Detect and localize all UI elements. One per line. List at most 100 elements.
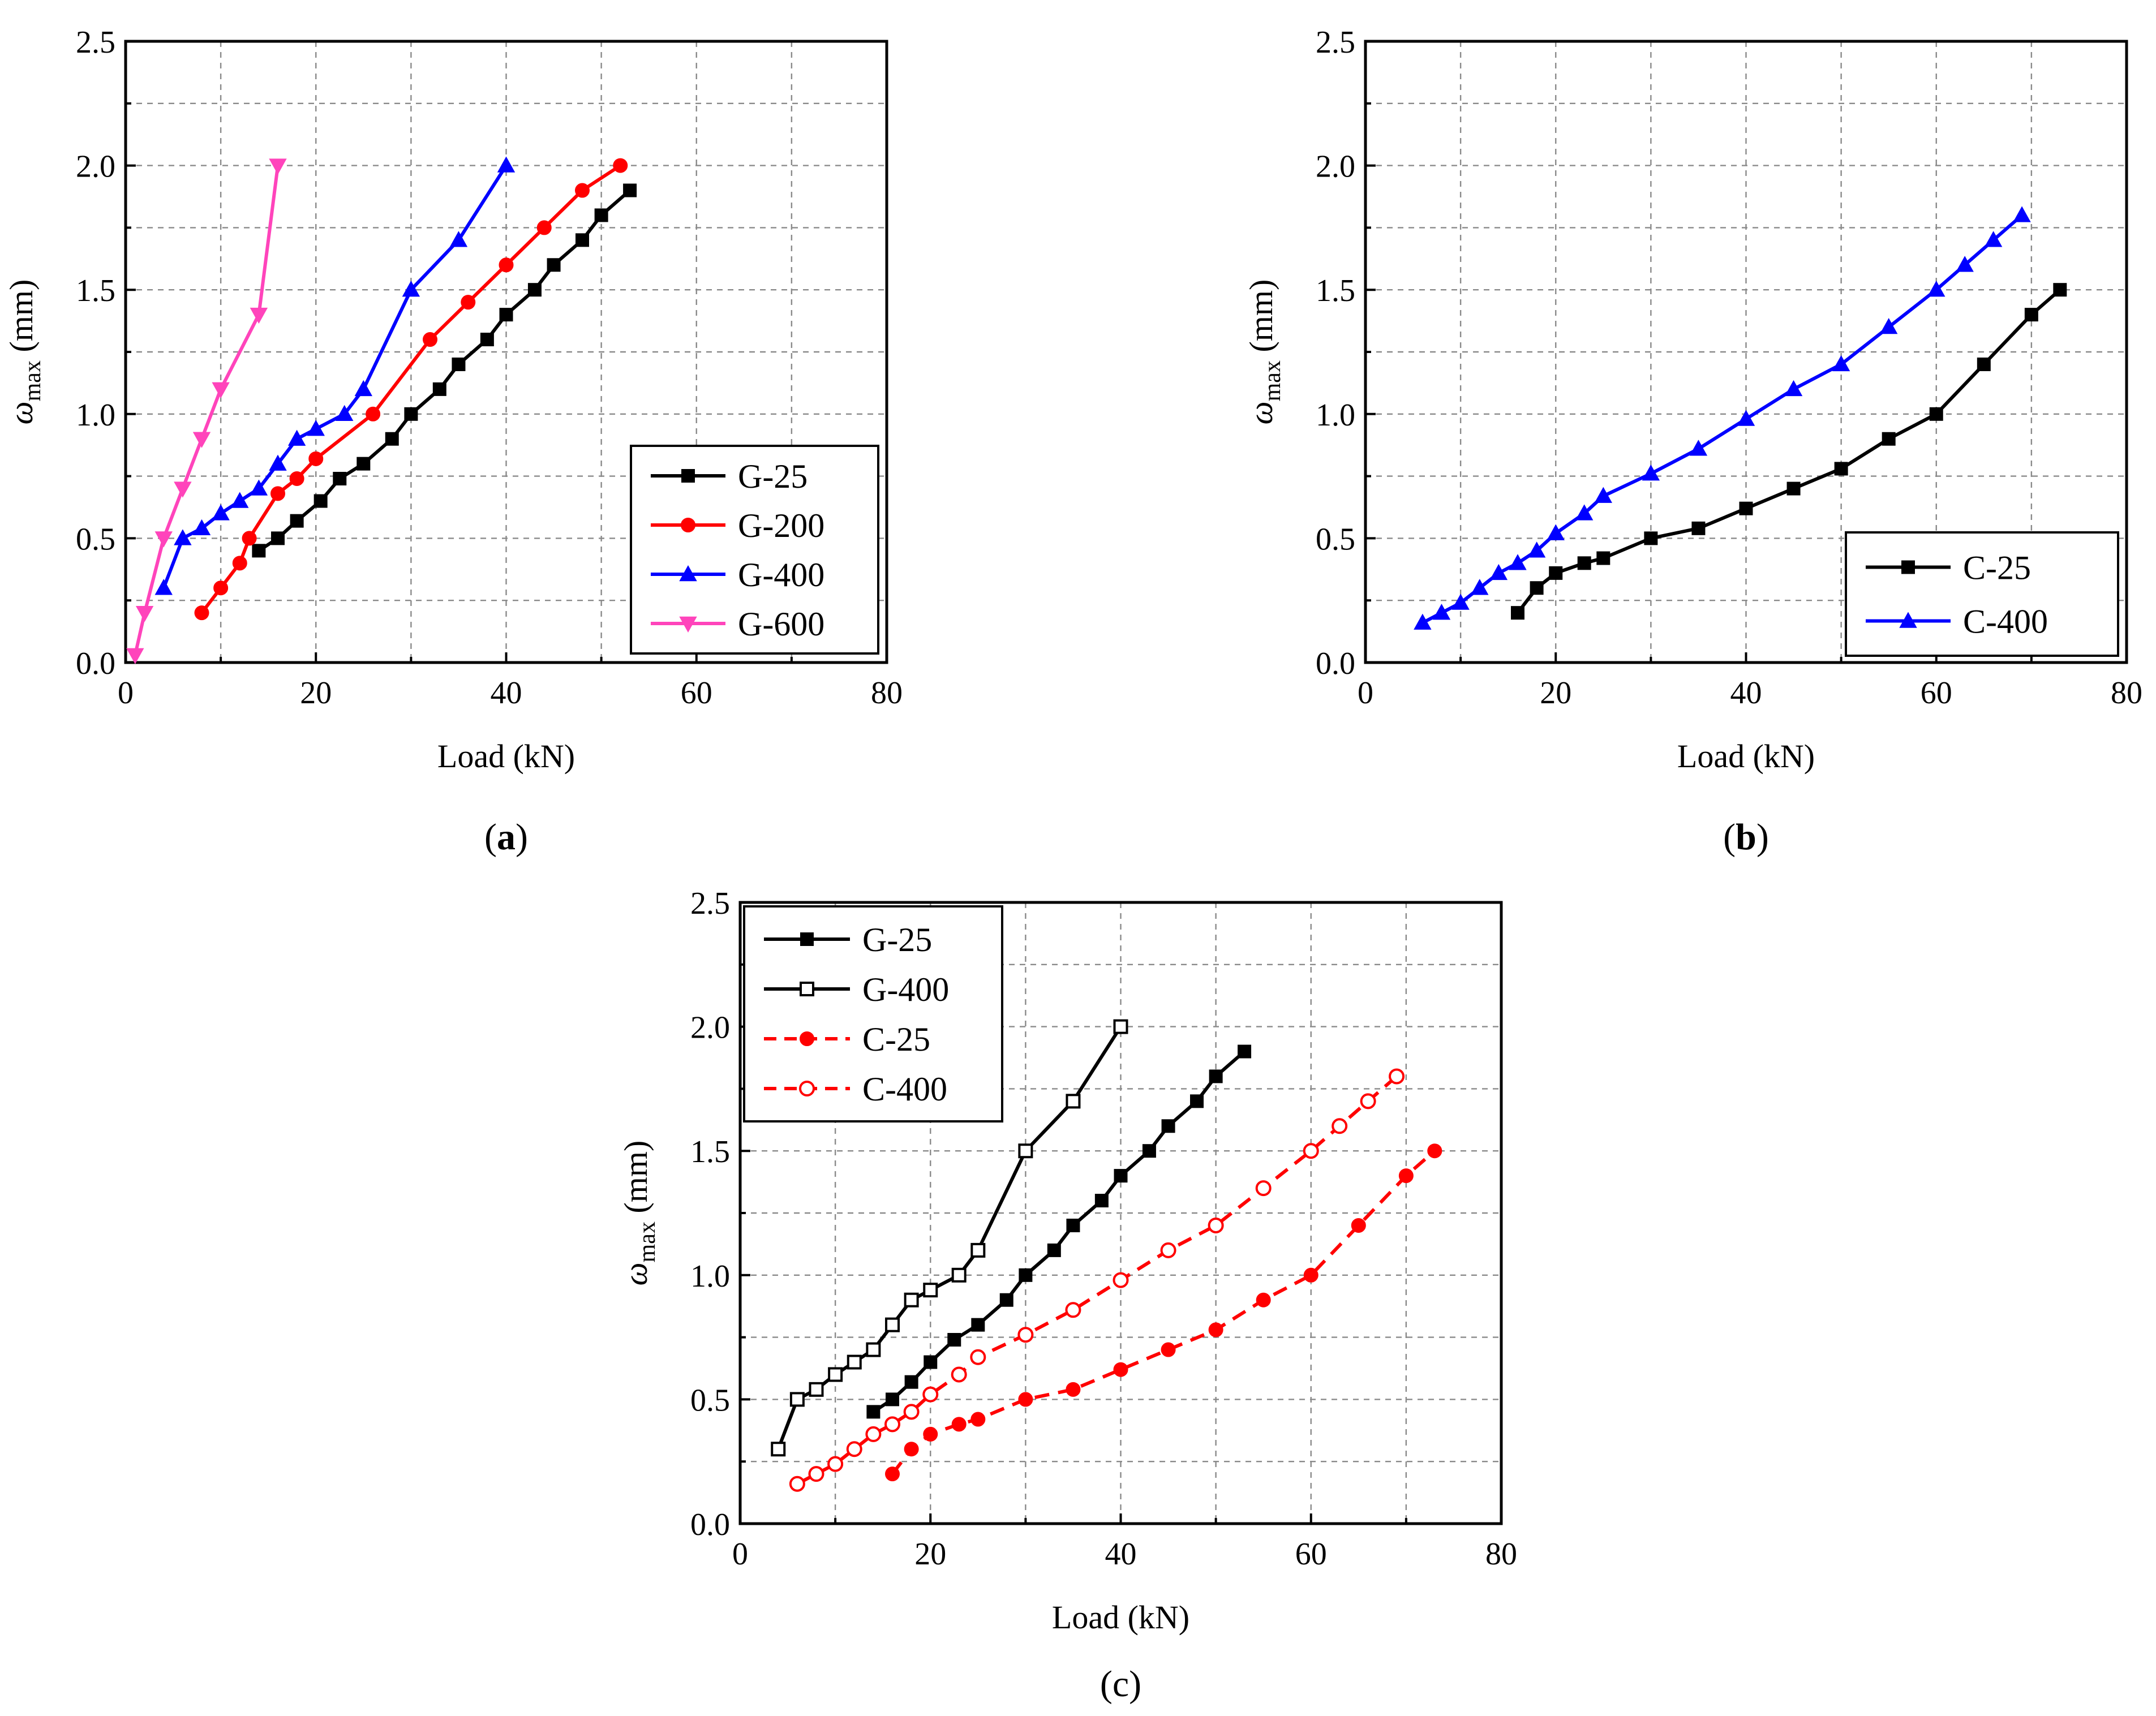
data-point — [1142, 1144, 1156, 1158]
data-point — [865, 1426, 882, 1442]
data-point — [212, 504, 230, 521]
data-point — [499, 257, 514, 273]
data-point — [270, 486, 285, 501]
data-point — [1689, 440, 1708, 456]
data-point — [828, 1367, 843, 1382]
data-point — [970, 1412, 986, 1427]
data-point — [1066, 1218, 1080, 1232]
data-point — [771, 1442, 786, 1457]
data-point — [1208, 1322, 1223, 1337]
x-tick-label: 40 — [491, 676, 522, 711]
y-tick-label: 2.5 — [76, 25, 115, 60]
series-c-25 — [885, 1143, 1442, 1482]
x-tick-label: 80 — [2111, 676, 2142, 711]
data-point — [1209, 1069, 1223, 1083]
data-point — [1018, 1392, 1033, 1407]
data-point — [866, 1342, 881, 1357]
data-point — [809, 1382, 824, 1397]
x-axis-label: Load (kN) — [437, 738, 575, 775]
y-tick-label: 0.0 — [1316, 646, 1355, 681]
data-point — [497, 156, 516, 173]
data-point — [1691, 521, 1706, 535]
data-point — [575, 233, 589, 247]
y-tick-label: 0.5 — [76, 522, 115, 557]
series-line-g-400 — [162, 164, 508, 589]
data-point — [357, 457, 371, 471]
series-c-400 — [789, 1068, 1405, 1492]
legend-marker — [679, 616, 697, 633]
panel-label: (b) — [1723, 816, 1769, 858]
series-line-c-25 — [891, 1149, 1436, 1475]
series-line-c-400 — [796, 1075, 1398, 1486]
data-point — [947, 1332, 961, 1347]
data-point — [923, 1283, 938, 1298]
data-point — [808, 1466, 824, 1482]
x-tick-label: 0 — [118, 676, 134, 711]
x-tick-label: 0 — [1358, 676, 1373, 711]
data-point — [527, 283, 542, 297]
data-point — [922, 1386, 939, 1403]
panel-label: (a) — [484, 816, 528, 858]
data-point — [623, 183, 637, 197]
y-tick-label: 1.0 — [690, 1259, 730, 1294]
data-point — [970, 1242, 986, 1258]
data-point — [1530, 581, 1544, 595]
data-point — [1332, 1118, 1348, 1134]
data-point — [313, 494, 328, 508]
data-point — [192, 519, 211, 536]
data-point — [951, 1366, 967, 1383]
data-point — [1398, 1168, 1414, 1184]
legend-label: G-200 — [738, 507, 824, 544]
data-point — [1065, 1302, 1081, 1318]
y-axis-subscript: max — [1260, 360, 1286, 401]
data-point — [1832, 355, 1850, 372]
data-point — [269, 158, 287, 175]
data-point — [1784, 380, 1803, 397]
data-point — [885, 1466, 900, 1482]
data-point — [402, 281, 420, 297]
data-point — [1451, 593, 1470, 610]
legend-label: G-400 — [738, 556, 824, 593]
data-point — [499, 308, 513, 322]
data-point — [971, 1318, 985, 1332]
series-g-400 — [771, 1019, 1128, 1457]
data-point — [269, 454, 287, 471]
data-point — [1066, 1382, 1081, 1397]
legend-label: G-25 — [862, 921, 932, 958]
data-point — [1208, 1217, 1224, 1233]
y-tick-label: 1.5 — [76, 273, 115, 308]
data-point — [1160, 1242, 1176, 1258]
y-axis-label: ωmax (mm) — [1243, 279, 1286, 425]
y-tick-label: 2.5 — [1316, 25, 1355, 60]
data-point — [2024, 308, 2038, 322]
legend-marker — [1899, 612, 1917, 628]
series-c-400 — [1414, 206, 2031, 630]
data-point — [1879, 318, 1898, 334]
legend-box — [743, 905, 1003, 1123]
y-tick-label: 2.0 — [76, 149, 115, 184]
data-point — [1509, 554, 1527, 570]
panel-label: (c) — [1100, 1663, 1141, 1705]
data-point — [1303, 1143, 1319, 1159]
legend: G-25 G-200 G-400 G-600 — [630, 445, 879, 655]
data-point — [1360, 1093, 1376, 1109]
legend-marker — [800, 1031, 814, 1046]
data-point — [480, 333, 494, 347]
data-point — [1238, 1044, 1252, 1059]
data-point — [789, 1392, 805, 1407]
data-point — [354, 380, 373, 397]
x-tick-label: 60 — [681, 676, 712, 711]
panel-c: 0 20 40 60 80 0.0 0.5 1.0 1.5 2.0 2.5 Load (kN) ωmax… — [617, 886, 1517, 1705]
y-axis-label: ωmax (mm) — [617, 1141, 660, 1286]
data-point — [366, 406, 381, 422]
data-point — [1549, 566, 1563, 580]
x-axis-label: Load (kN) — [1677, 738, 1815, 775]
y-axis-subscript: max — [634, 1222, 660, 1262]
series-g-25 — [252, 183, 637, 558]
panel-label-letter: b — [1736, 816, 1756, 858]
data-point — [1255, 1180, 1272, 1197]
legend-marker — [799, 1081, 815, 1096]
panel-label-close: ) — [516, 816, 528, 858]
data-point — [1047, 1243, 1061, 1257]
data-point — [461, 295, 476, 310]
